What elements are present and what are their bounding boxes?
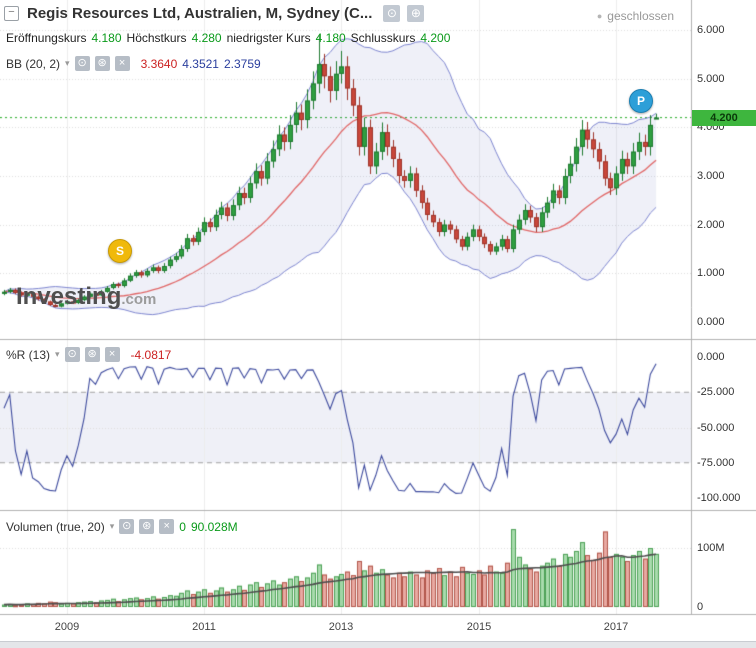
market-status: ● geschlossen bbox=[597, 9, 674, 23]
wr-indicator-legend: %R (13) ▾ ⊙ ⊛ × -4.0817 bbox=[6, 347, 171, 362]
wr-axis-tick: -100.000 bbox=[697, 492, 741, 504]
clipped-bottom-panel bbox=[0, 641, 756, 648]
bb-indicator-legend: BB (20, 2) ▾ ⊙ ⊛ × 3.3640 4.3521 2.3759 bbox=[6, 56, 261, 71]
visibility-icon[interactable]: ⊙ bbox=[74, 56, 90, 71]
settings-icon[interactable]: ⊛ bbox=[139, 519, 155, 534]
close-label: Schlusskurs bbox=[350, 31, 416, 45]
time-axis-tick: 2009 bbox=[54, 621, 80, 633]
price-axis-tick: 3.000 bbox=[697, 170, 725, 182]
wr-axis-tick: -50.000 bbox=[697, 422, 735, 434]
volume-label: Volumen (true, 20) bbox=[6, 519, 105, 534]
high-value: 4.280 bbox=[191, 31, 222, 45]
collapse-panel-icon[interactable]: − bbox=[4, 6, 19, 21]
settings-icon[interactable]: ⊛ bbox=[84, 347, 100, 362]
quote-bar: Eröffnungskurs 4.180 Höchstkurs 4.280 ni… bbox=[6, 31, 450, 45]
watermark-suffix: .com bbox=[121, 291, 157, 308]
wr-value: -4.0817 bbox=[130, 347, 172, 362]
chart-title: Regis Resources Ltd, Australien, M, Sydn… bbox=[27, 5, 373, 22]
visibility-icon[interactable]: ⊙ bbox=[64, 347, 80, 362]
wr-axis-tick: 0.000 bbox=[697, 351, 725, 363]
bb-middle-value: 3.3640 bbox=[140, 56, 178, 71]
price-axis-tick: 0.000 bbox=[697, 316, 725, 328]
remove-indicator-icon[interactable]: × bbox=[104, 347, 120, 362]
volume-axis-tick: 0 bbox=[697, 601, 704, 613]
open-label: Eröffnungskurs bbox=[6, 31, 87, 45]
volume-axis-tick: 100M bbox=[697, 542, 725, 554]
price-alert-marker-badge[interactable]: P bbox=[629, 89, 653, 113]
time-axis-tick: 2013 bbox=[328, 621, 354, 633]
last-price-tag: 4.200 bbox=[692, 110, 756, 126]
add-indicator-icon[interactable]: ⊕ bbox=[407, 5, 425, 22]
price-axis-tick: 1.000 bbox=[697, 267, 725, 279]
chart-header: − Regis Resources Ltd, Australien, M, Sy… bbox=[4, 5, 425, 22]
chevron-down-icon[interactable]: ▾ bbox=[109, 521, 115, 531]
volume-value-prefix: 0 bbox=[179, 519, 186, 534]
chevron-down-icon[interactable]: ▾ bbox=[55, 349, 60, 359]
bb-label: BB (20, 2) bbox=[6, 56, 61, 71]
time-axis-tick: 2011 bbox=[192, 621, 216, 633]
close-value: 4.200 bbox=[420, 31, 451, 45]
bb-upper-value: 4.3521 bbox=[182, 56, 219, 71]
price-axis-tick: 5.000 bbox=[697, 73, 725, 85]
chevron-down-icon[interactable]: ▾ bbox=[65, 58, 70, 68]
wr-axis-tick: -75.000 bbox=[697, 457, 735, 469]
snapshot-icon[interactable]: ⊙ bbox=[383, 5, 401, 22]
price-axis-tick: 2.000 bbox=[697, 219, 725, 231]
remove-indicator-icon[interactable]: × bbox=[159, 519, 175, 534]
time-axis-tick: 2015 bbox=[466, 621, 492, 633]
investing-watermark: Investing.com bbox=[16, 283, 156, 311]
low-label: niedrigster Kurs bbox=[226, 31, 311, 45]
settings-icon[interactable]: ⊛ bbox=[94, 56, 110, 71]
time-axis-tick: 2017 bbox=[603, 621, 629, 633]
open-value: 4.180 bbox=[91, 31, 122, 45]
visibility-icon[interactable]: ⊙ bbox=[119, 519, 135, 534]
status-dot-icon: ● bbox=[596, 11, 603, 21]
remove-indicator-icon[interactable]: × bbox=[114, 56, 130, 71]
low-value: 4.180 bbox=[315, 31, 346, 45]
volume-value: 90.028M bbox=[190, 519, 238, 534]
wr-label: %R (13) bbox=[6, 347, 51, 362]
price-axis-tick: 6.000 bbox=[697, 24, 725, 36]
high-label: Höchstkurs bbox=[126, 31, 187, 45]
volume-indicator-legend: Volumen (true, 20) ▾ ⊙ ⊛ × 0 90.028M bbox=[6, 519, 238, 534]
watermark-text: Investing bbox=[16, 283, 122, 310]
wr-axis-tick: -25.000 bbox=[697, 386, 735, 398]
bb-lower-value: 2.3759 bbox=[223, 56, 261, 71]
status-label: geschlossen bbox=[607, 9, 674, 23]
split-marker-badge[interactable]: S bbox=[108, 239, 132, 263]
